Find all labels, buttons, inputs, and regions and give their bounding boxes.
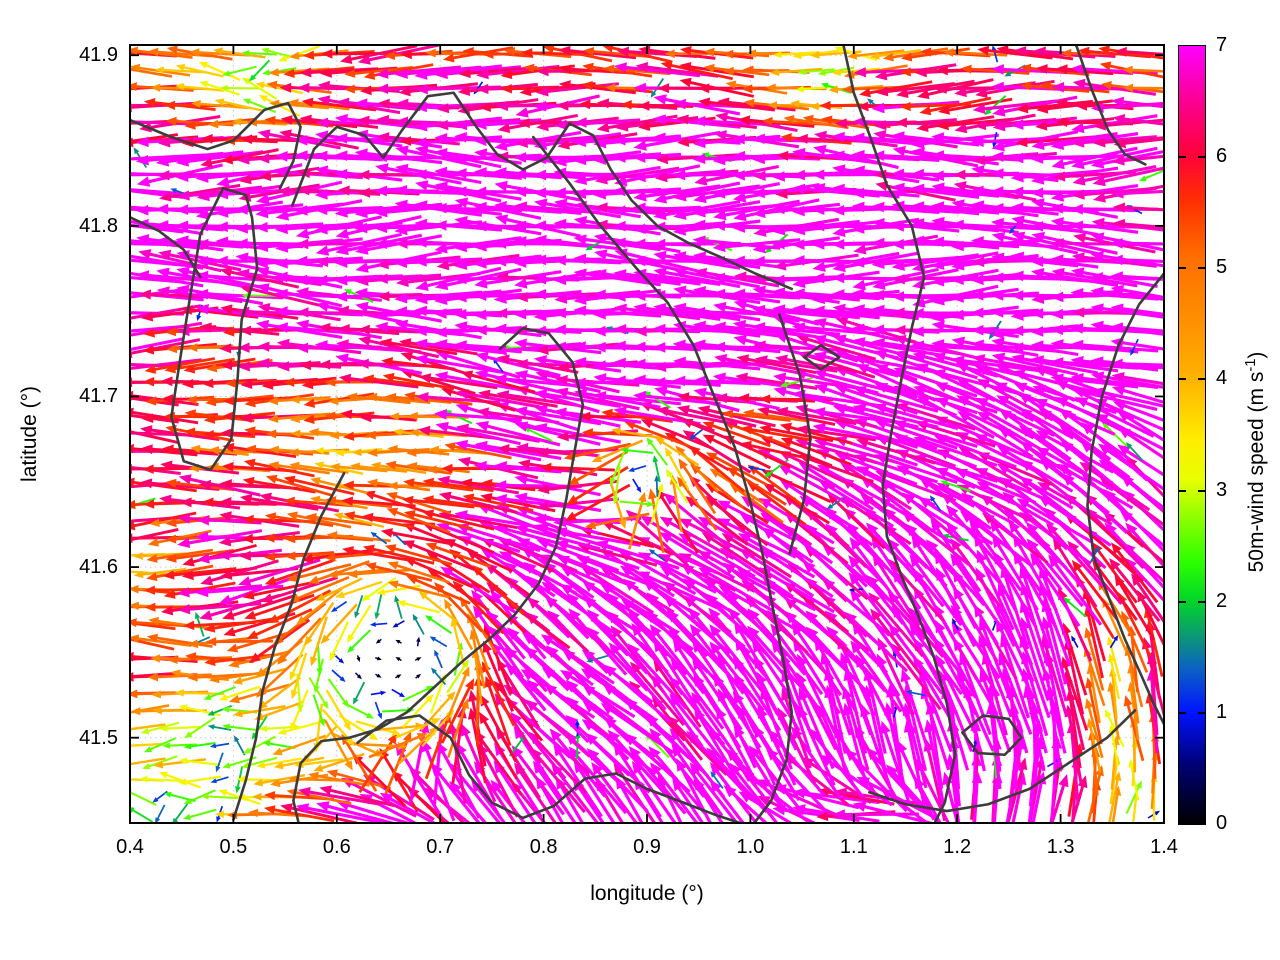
wind-quiver-plot: [0, 0, 1280, 960]
figure: longitude (°) latitude (°) 50m-wind spee…: [0, 0, 1280, 960]
